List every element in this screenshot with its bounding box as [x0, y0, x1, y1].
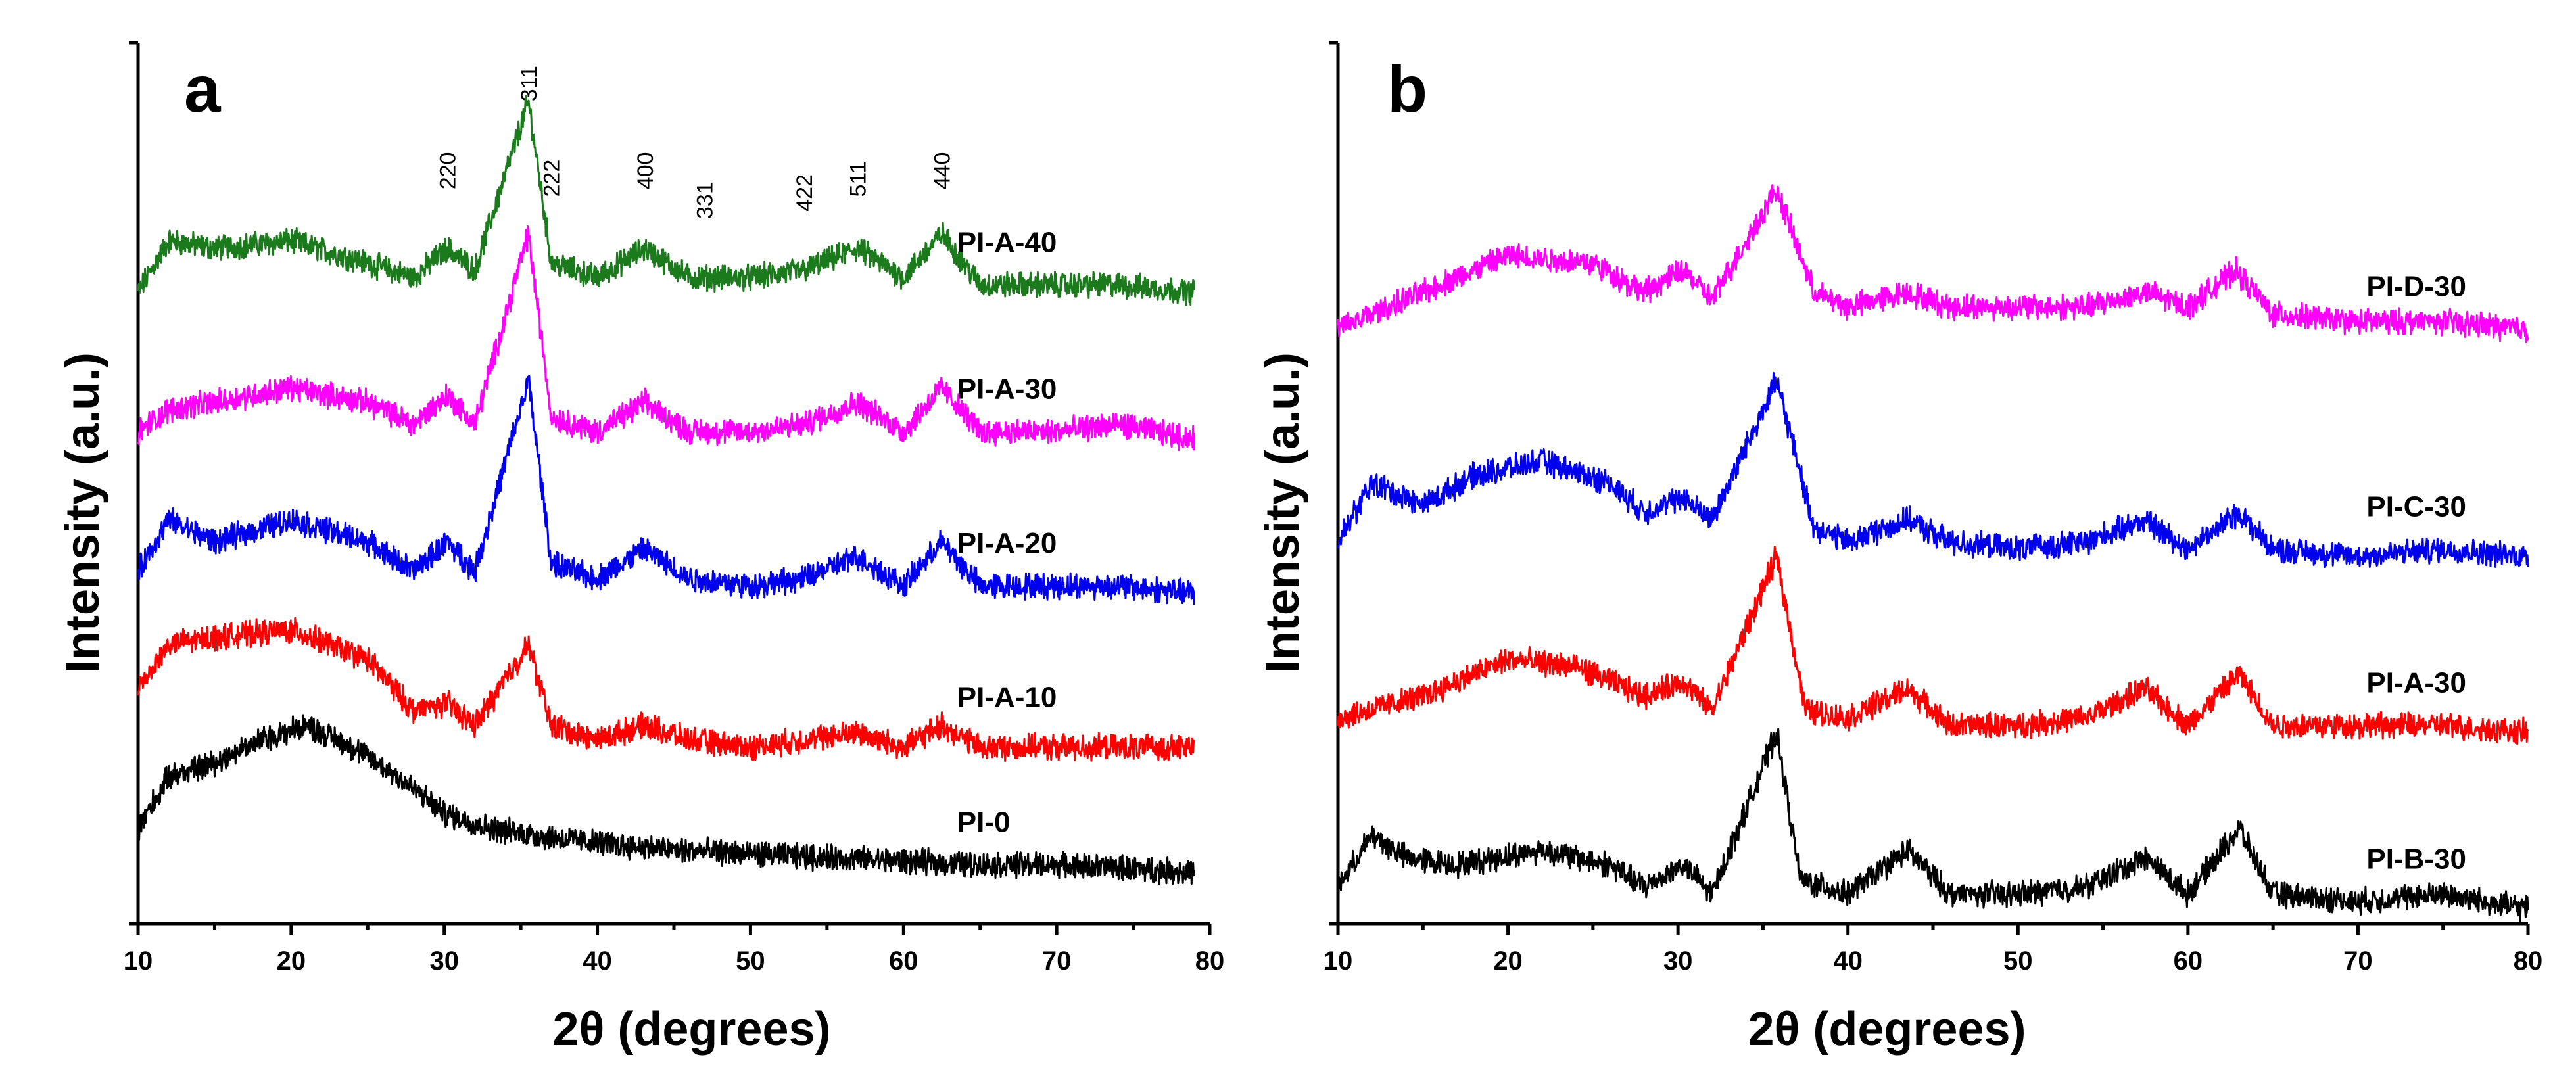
series-label: PI-A-10: [957, 682, 1057, 714]
series-label: PI-A-20: [957, 527, 1057, 559]
series-label: PI-C-30: [2366, 490, 2466, 523]
x-tick-label: 50: [2003, 947, 2033, 975]
peak-label: 400: [633, 152, 658, 190]
panel-b-ylabel: Intensity (a.u.): [1256, 352, 1309, 673]
x-tick-label: 40: [1833, 947, 1863, 975]
series-label: PI-D-30: [2366, 270, 2466, 302]
x-tick-label: 80: [2514, 947, 2543, 975]
x-tick-label: 30: [1663, 947, 1693, 975]
peak-label: 440: [930, 152, 955, 190]
series-label: PI-0: [957, 806, 1011, 838]
series-line-PI-A-30: [137, 225, 1195, 452]
x-tick-label: 20: [277, 947, 306, 975]
x-tick-label: 70: [1042, 947, 1072, 975]
panel-b: b Intensity (a.u.) 2θ (degrees) 10 20 30 40…: [1256, 41, 2543, 1056]
panel-a-ylabel: Intensity (a.u.): [57, 352, 109, 673]
series-line-PI-B-30: [1337, 728, 2529, 922]
series-label: PI-A-40: [957, 226, 1057, 258]
panel-a-xlabel: 2θ (degrees): [552, 1003, 830, 1056]
series-line-PI-A-20: [137, 375, 1195, 605]
x-tick-label: 50: [736, 947, 765, 975]
panel-b-plot-area: 10 20 30 40 50 60 70 80 PI-D-30 PI-C-30 PI-A-30 PI-…: [1324, 41, 2543, 975]
x-tick-label: 60: [2174, 947, 2203, 975]
series-line-PI-C-30: [1337, 371, 2529, 568]
series-label: PI-B-30: [2366, 843, 2466, 875]
panel-b-xlabel: 2θ (degrees): [1748, 1003, 2026, 1056]
series-line-PI-A-10: [137, 617, 1195, 762]
peak-label: 422: [792, 174, 817, 212]
peak-label: 511: [846, 161, 871, 197]
panel-b-label: b: [1387, 53, 1427, 126]
x-tick-label: 70: [2343, 947, 2373, 975]
series-line-PI-0: [137, 714, 1195, 886]
series-line-PI-D-30: [1337, 184, 2529, 344]
x-tick-label: 60: [889, 947, 918, 975]
panel-a: a Intensity (a.u.) 2θ (degrees) 10 20 30 40…: [57, 41, 1225, 1056]
x-tick-label: 40: [583, 947, 612, 975]
series-line-PI-A-40: [137, 95, 1195, 306]
panel-a-label: a: [184, 53, 222, 126]
x-tick-label: 80: [1195, 947, 1225, 975]
peak-label: 311: [517, 66, 542, 101]
series-line-PI-A-30: [1337, 546, 2529, 745]
series-label: PI-A-30: [957, 373, 1057, 406]
x-tick-label: 30: [429, 947, 459, 975]
x-tick-label: 10: [124, 947, 153, 975]
series-label: PI-A-30: [2366, 667, 2466, 699]
peak-label: 220: [435, 152, 460, 190]
peak-label: 331: [693, 181, 718, 219]
peak-label: 222: [540, 160, 565, 197]
x-tick-label: 10: [1324, 947, 1353, 975]
panel-a-plot-area: 10 20 30 40 50 60 70 80 PI-A-40 PI-A-30 PI-A-20 PI-…: [124, 41, 1225, 975]
x-tick-label: 20: [1493, 947, 1523, 975]
